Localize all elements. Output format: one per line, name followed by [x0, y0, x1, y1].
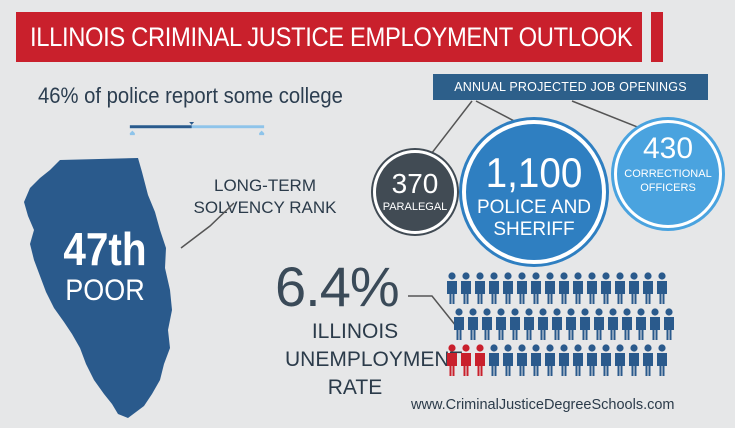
- person-icon: [657, 344, 667, 376]
- person-icon: [482, 308, 492, 340]
- person-icon: [608, 308, 618, 340]
- correctional-circle: [614, 120, 722, 228]
- person-icon: [650, 308, 660, 340]
- person-icon: [573, 344, 583, 376]
- website-url: www.CriminalJusticeDegreeSchools.com: [411, 397, 675, 413]
- illinois-map-icon: [24, 158, 172, 418]
- person-icon: [545, 272, 555, 304]
- person-icon: [489, 272, 499, 304]
- person-icon: [545, 344, 555, 376]
- title-banner: [16, 12, 642, 62]
- person-icon: [587, 344, 597, 376]
- person-highlighted-icon: [475, 344, 485, 376]
- title-banner-end: [651, 12, 663, 62]
- person-icon: [538, 308, 548, 340]
- police-value: 1,100: [485, 149, 583, 196]
- person-icon: [447, 272, 457, 304]
- person-icon: [559, 272, 569, 304]
- page-title: ILLINOIS CRIMINAL JUSTICE EMPLOYMENT OUT…: [30, 22, 633, 52]
- progress-track: [129, 125, 265, 129]
- person-icon: [503, 344, 513, 376]
- person-icon: [531, 344, 541, 376]
- person-icon: [573, 272, 583, 304]
- progress-marker-icon: [189, 122, 195, 125]
- solvency-label: LONG-TERM SOLVENCY RANK: [193, 176, 337, 217]
- person-icon: [629, 272, 639, 304]
- person-icon: [489, 344, 499, 376]
- person-icon: [601, 344, 611, 376]
- left-end-icon: [129, 130, 135, 136]
- people-grid: [447, 272, 674, 376]
- person-icon: [594, 308, 604, 340]
- person-icon: [496, 308, 506, 340]
- education-statistic: 46% of police report some college: [38, 83, 343, 108]
- person-icon: [643, 344, 653, 376]
- person-icon: [629, 344, 639, 376]
- person-icon: [615, 344, 625, 376]
- person-icon: [566, 308, 576, 340]
- person-icon: [531, 272, 541, 304]
- progress-fill: [129, 125, 192, 129]
- person-icon: [580, 308, 590, 340]
- person-icon: [461, 272, 471, 304]
- person-icon: [643, 272, 653, 304]
- person-highlighted-icon: [461, 344, 471, 376]
- paralegal-circle: [373, 150, 457, 234]
- person-icon: [524, 308, 534, 340]
- job-openings-header: ANNUAL PROJECTED JOB OPENINGS: [433, 74, 708, 100]
- education-progress-bar: [129, 122, 265, 136]
- police-label: POLICE AND SHERIFF: [476, 197, 592, 240]
- person-icon: [475, 272, 485, 304]
- person-icon: [601, 272, 611, 304]
- person-icon: [664, 308, 674, 340]
- person-icon: [510, 308, 520, 340]
- person-icon: [468, 308, 478, 340]
- person-icon: [587, 272, 597, 304]
- person-icon: [657, 272, 667, 304]
- person-icon: [454, 308, 464, 340]
- correctional-label: CORRECTIONAL OFFICERS: [624, 168, 712, 194]
- person-icon: [636, 308, 646, 340]
- person-icon: [517, 272, 527, 304]
- person-icon: [517, 344, 527, 376]
- solvency-rating: POOR: [65, 274, 145, 307]
- paralegal-value: 370: [391, 168, 439, 199]
- solvency-rank: 47th: [63, 223, 147, 275]
- unemployment-label: ILLINOIS UNEMPLOYMENT RATE: [285, 320, 463, 399]
- person-icon: [552, 308, 562, 340]
- paralegal-label: PARALEGAL: [382, 201, 448, 213]
- person-icon: [503, 272, 513, 304]
- unemployment-value: 6.4%: [275, 255, 400, 318]
- police-circle: [462, 120, 606, 264]
- person-icon: [622, 308, 632, 340]
- correctional-value: 430: [642, 132, 694, 165]
- person-highlighted-icon: [447, 344, 457, 376]
- right-end-icon: [259, 130, 265, 136]
- person-icon: [615, 272, 625, 304]
- person-icon: [559, 344, 569, 376]
